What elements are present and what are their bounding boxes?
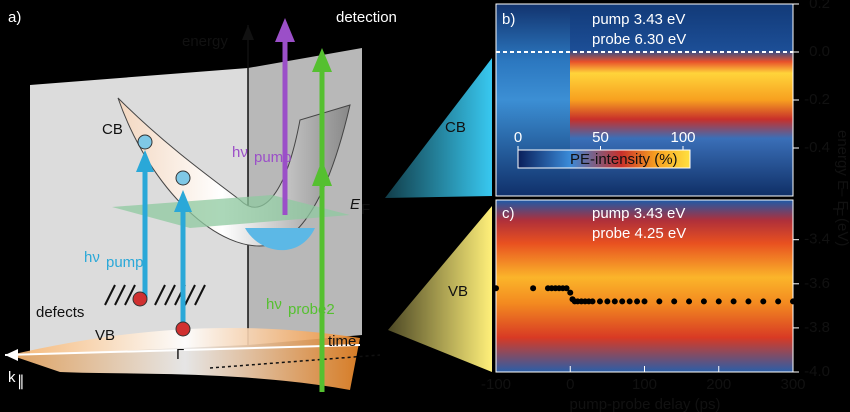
y-axis-label-sub: F (829, 207, 846, 216)
y-tick-label: -3.4 (804, 231, 830, 248)
colorbar-tick-label: 0 (514, 129, 522, 146)
y-axis-label-part: energy E (834, 130, 850, 190)
callout-label: VB (448, 283, 468, 300)
hv-probe2-sub: probe2 (288, 301, 335, 318)
data-point (619, 298, 626, 305)
k-axis (4, 344, 361, 356)
electron (137, 134, 153, 150)
data-point (656, 298, 663, 305)
k-label: k (8, 369, 16, 386)
data-point (634, 298, 641, 305)
y-axis-label-part: (eV) (834, 218, 850, 246)
data-point (604, 298, 611, 305)
defects-label: defects (36, 304, 84, 321)
panel-label: c) (502, 205, 515, 222)
y-tick-label: -0.4 (804, 139, 830, 156)
x-axis-label: pump-probe delay (ps) (570, 396, 721, 412)
diagram-a: a) energy detection CB hν pump hν pump h… (4, 9, 397, 392)
data-point (530, 285, 537, 292)
data-point (493, 285, 499, 292)
electron-pocket (245, 228, 315, 251)
pump-label: pump 3.43 eV (592, 11, 685, 28)
data-point (563, 285, 570, 292)
ef-sub: F (361, 201, 370, 218)
y-tick-label: 0.2 (809, 0, 830, 12)
x-tick-label: 100 (632, 376, 657, 393)
hv-pump-sub: pump (106, 254, 144, 271)
data-point (730, 298, 737, 305)
vb-label: VB (95, 327, 115, 344)
vb-callout (388, 206, 492, 372)
y-tick-label: -4.0 (804, 363, 830, 380)
probe-arrow (275, 18, 295, 215)
gamma-label: Γ (176, 346, 184, 363)
y-tick-label: -3.6 (804, 275, 830, 292)
heatmap-c (496, 200, 793, 372)
vb-surface (10, 327, 360, 390)
data-point (626, 298, 633, 305)
pump-label: pump 3.43 eV (592, 205, 685, 222)
data-point (596, 298, 603, 305)
hv-pump-sub: pump (254, 149, 292, 166)
pump-arrows (136, 150, 192, 324)
data-point (567, 289, 574, 296)
probe-label: probe 4.25 eV (592, 225, 686, 242)
data-point (760, 298, 767, 305)
data-point (715, 298, 722, 305)
data-point (641, 298, 648, 305)
hv-pump-label: hν (84, 249, 100, 266)
colorbar-label: PE-intensity (%) (570, 151, 678, 168)
y-axis-label-part: – E (834, 188, 850, 211)
y-tick-label: -3.8 (804, 319, 830, 336)
data-point (700, 298, 707, 305)
electron (175, 170, 191, 186)
cb-label: CB (102, 121, 123, 138)
y-axis-label: energy E – E F (eV) (829, 130, 850, 246)
probe2-arrow (312, 48, 332, 392)
colorbar-tick-label: 100 (670, 129, 695, 146)
panel-label: b) (502, 11, 515, 28)
panel-frame (495, 3, 794, 197)
data-point (611, 298, 618, 305)
x-tick-label: 0 (566, 376, 574, 393)
colorbar-tick-label: 50 (592, 129, 609, 146)
detection-label: detection (336, 9, 397, 26)
colorbar (517, 149, 691, 169)
time-label: time (328, 333, 356, 350)
panel-label: a) (8, 9, 21, 26)
probe-label: probe 6.30 eV (592, 31, 686, 48)
data-point (790, 298, 796, 305)
arrow-head (5, 349, 18, 361)
callout-label: CB (445, 119, 466, 136)
heatmaps (496, 4, 793, 372)
ef-label: E (350, 196, 361, 213)
x-tick-label: 200 (706, 376, 731, 393)
data-point (686, 298, 693, 305)
data-point (745, 298, 752, 305)
x-tick-label: 300 (780, 376, 805, 393)
y-tick-label: -0.2 (804, 91, 830, 108)
hole (175, 321, 191, 337)
k-sub: ∥ (17, 373, 25, 390)
data-point (775, 298, 782, 305)
hv-pump-label: hν (232, 144, 248, 161)
energy-label: energy (182, 33, 228, 50)
hv-probe2-label: hν (266, 296, 282, 313)
data-point (671, 298, 678, 305)
hole (132, 291, 148, 307)
time-axis (209, 354, 381, 369)
arrow-head (242, 25, 254, 40)
data-point (589, 298, 596, 305)
x-tick-label: -100 (481, 376, 511, 393)
y-tick-label: 0.0 (809, 43, 830, 60)
fermi-plane (112, 195, 350, 228)
cb-callout (385, 58, 492, 198)
